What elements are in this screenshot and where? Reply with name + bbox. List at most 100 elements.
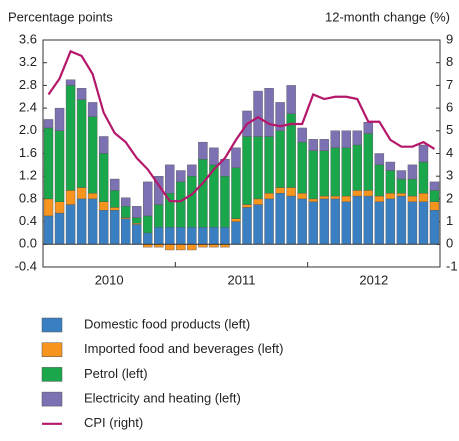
y-tick-label: 1.6 xyxy=(19,145,37,160)
bar-segment xyxy=(220,227,230,245)
y-tick-label: 2.4 xyxy=(19,100,37,115)
y-tick-label: 2.0 xyxy=(19,122,37,137)
bar-segment xyxy=(187,227,197,245)
x-group-label: 2011 xyxy=(228,272,256,287)
bar-segment xyxy=(109,190,120,208)
bar-segment xyxy=(98,210,109,245)
bar-segment xyxy=(65,204,76,245)
y-axis-title: Percentage points xyxy=(8,9,113,24)
bar-segment xyxy=(385,161,396,171)
bar-segment xyxy=(98,136,109,154)
bar-segment xyxy=(374,153,385,166)
y2-tick-label: 8 xyxy=(446,54,453,69)
bar-segment xyxy=(143,181,153,217)
bar-segment xyxy=(87,102,98,117)
bar-segment xyxy=(429,201,440,211)
y-tick-label: 1.2 xyxy=(19,168,37,183)
bar-segment xyxy=(407,195,418,202)
y2-tick-label: 0 xyxy=(446,236,453,251)
y2-axis-title: 12-month change (%) xyxy=(325,9,450,24)
bar-segment xyxy=(264,193,274,200)
bar-segment xyxy=(43,198,54,217)
bar-segment xyxy=(308,150,318,200)
bar-segment xyxy=(429,190,440,202)
bar-segment xyxy=(418,161,429,194)
bar-segment xyxy=(429,210,440,245)
bar-segment xyxy=(341,147,351,197)
bar-segment xyxy=(198,141,208,160)
bar-segment xyxy=(297,127,307,143)
bar-segment xyxy=(275,102,285,132)
legend-label: Petrol (left) xyxy=(84,366,148,381)
y2-tick-label: 2 xyxy=(446,190,453,205)
bar-segment xyxy=(120,206,131,218)
bar-segment xyxy=(297,141,307,194)
y2-tick-label: 4 xyxy=(446,145,453,160)
bar-segment xyxy=(407,164,418,180)
bar-segment xyxy=(54,201,65,214)
bar-segment xyxy=(176,170,186,183)
y2-tick-label: 3 xyxy=(446,168,453,183)
bar-segment xyxy=(109,207,120,211)
bar-segment xyxy=(98,201,109,211)
bar-segment xyxy=(242,136,252,205)
legend-label: Domestic food products (left) xyxy=(84,316,250,331)
bar-segment xyxy=(286,85,296,114)
y-tick-label: 0.8 xyxy=(19,190,37,205)
bar-segment xyxy=(308,198,318,202)
bar-segment xyxy=(396,178,407,194)
bar-segment xyxy=(154,227,164,245)
bar-segment xyxy=(330,198,340,245)
bar-segment xyxy=(330,130,340,149)
legend-swatch xyxy=(41,367,63,382)
bar-segment xyxy=(286,187,296,197)
bar-segment xyxy=(187,164,197,177)
bar-segment xyxy=(396,170,407,180)
bar-segment xyxy=(407,178,418,197)
bar-segment xyxy=(275,187,285,194)
y-tick-label: 2.8 xyxy=(19,77,37,92)
legend-label: Electricity and heating (left) xyxy=(84,391,241,406)
x-group-label: 2012 xyxy=(359,272,388,287)
bar-segment xyxy=(87,193,98,200)
bar-segment xyxy=(43,127,54,200)
bar-segment xyxy=(385,170,396,194)
bar-segment xyxy=(76,99,87,188)
legend-swatch xyxy=(41,391,63,407)
bar-segment xyxy=(374,164,385,197)
legend-swatch xyxy=(41,317,63,333)
bar-segment xyxy=(330,195,340,200)
bar-segment xyxy=(297,198,307,245)
legend-label: Imported food and beverages (left) xyxy=(84,341,283,356)
bar-segment xyxy=(109,178,120,191)
bar-segment xyxy=(65,190,76,205)
bar-segment xyxy=(396,193,407,197)
bar-segment xyxy=(43,215,54,245)
bar-segment xyxy=(187,244,197,251)
bar-segment xyxy=(231,221,241,245)
bar-segment xyxy=(363,133,374,191)
bar-segment xyxy=(418,144,429,163)
bar-segment xyxy=(286,195,296,245)
y2-tick-label: -1 xyxy=(446,258,458,273)
bar-segment xyxy=(242,204,252,208)
bar-segment xyxy=(253,204,263,245)
bar-segment xyxy=(54,212,65,245)
bar-segment xyxy=(76,187,87,200)
bar-segment xyxy=(374,201,385,245)
bar-segment xyxy=(98,153,109,202)
bar-segment xyxy=(308,201,318,245)
bar-segment xyxy=(374,195,385,202)
y-tick-label: 0.4 xyxy=(19,213,37,228)
y2-tick-label: 9 xyxy=(446,31,453,46)
bar-segment xyxy=(176,244,186,251)
bar-segment xyxy=(253,136,263,200)
bar-segment xyxy=(341,201,351,245)
bar-segment xyxy=(385,193,396,200)
bar-segment xyxy=(120,197,131,207)
bar-segment xyxy=(154,204,164,228)
bar-segment xyxy=(143,215,153,234)
bar-segment xyxy=(132,217,142,224)
bar-segment xyxy=(319,150,329,197)
